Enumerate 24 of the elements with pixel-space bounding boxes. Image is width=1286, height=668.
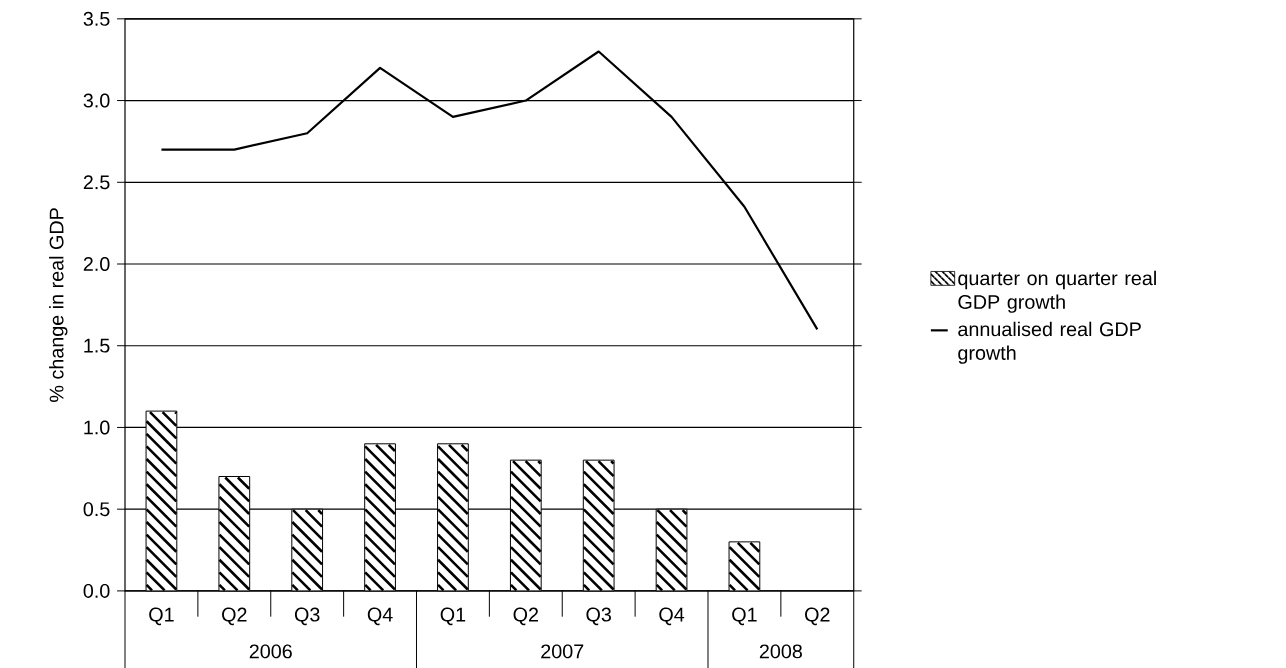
text: 2007 (541, 644, 584, 659)
y-tick-label: 0.5 (83, 502, 110, 517)
x-tick-label: Q1 (440, 607, 466, 626)
y-tick-label: 2.0 (83, 256, 110, 271)
y-tick-label: 3.0 (83, 93, 110, 108)
y-tick-label: 1.5 (84, 338, 110, 353)
y-tick-label: 0.0 (83, 583, 110, 598)
x-tick-label: Q2 (805, 607, 830, 626)
y-tick-label: 1.0 (84, 420, 110, 435)
y-axis-title: % change in real GDP (49, 208, 68, 402)
y-tick-label: 2.5 (83, 175, 110, 190)
x-tick-label: Q3 (294, 607, 320, 626)
legend-label: annualised real GDP growth (958, 321, 1141, 364)
x-tick-label: Q1 (732, 607, 757, 626)
x-tick-label: Q1 (149, 607, 174, 626)
x-tick-label: Q4 (367, 607, 393, 626)
text: 2006 (249, 644, 292, 659)
x-tick-label: Q2 (222, 607, 247, 626)
text: 2008 (759, 644, 802, 659)
x-tick-label: Q3 (586, 607, 611, 626)
y-tick-label: 3.5 (83, 11, 110, 26)
line-series (160, 50, 819, 331)
x-tick-label: Q2 (513, 607, 538, 626)
x-tick-label: Q4 (659, 607, 685, 626)
